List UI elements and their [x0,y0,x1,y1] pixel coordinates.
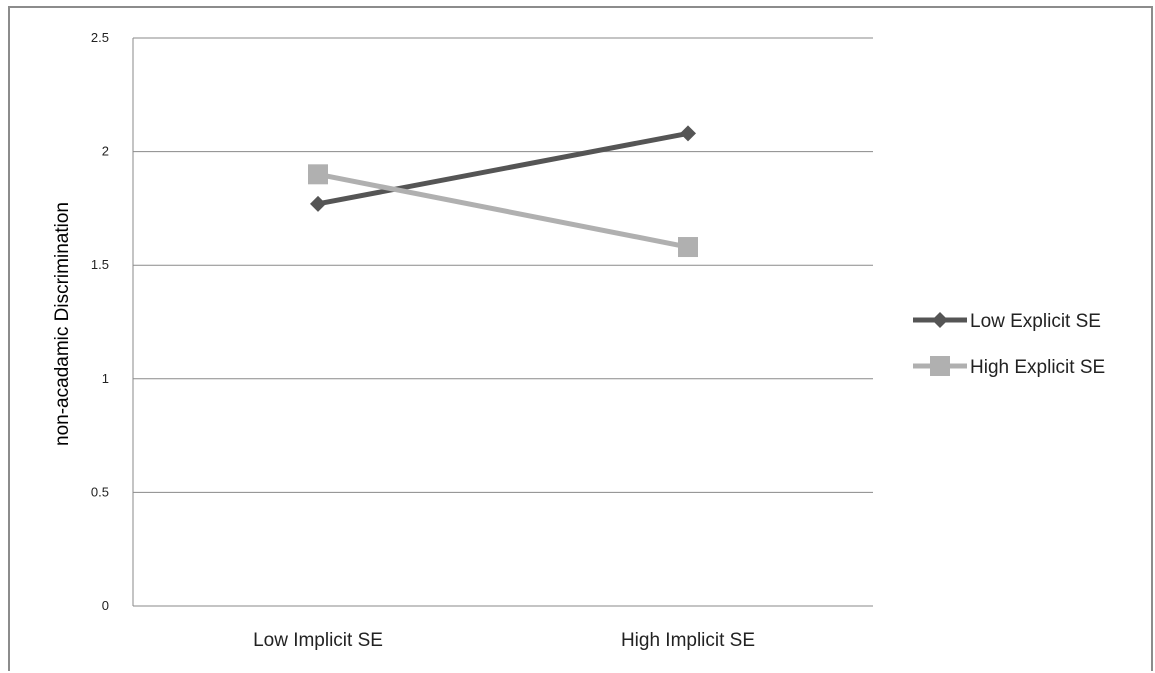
data-point-diamond [310,195,326,212]
y-axis-title: non-acadamic Discrimination [52,202,73,446]
series-lines [308,125,698,258]
y-tick-label: 1.5 [91,257,109,272]
data-point-diamond [680,125,696,142]
data-point-square [308,164,328,185]
y-tick-label: 1 [102,371,109,386]
y-tick-label: 0.5 [91,484,109,499]
legend-entry-label: Low Explicit SE [970,311,1101,332]
x-category-label: Low Implicit SE [253,630,383,651]
x-category-labels: Low Implicit SE High Implicit SE [253,630,755,651]
series-line-0 [315,130,691,207]
y-tick-label: 2 [102,144,109,159]
y-tick-labels: 0 0.5 1 1.5 2 2.5 [91,30,109,613]
y-tick-label: 2.5 [91,30,109,45]
legend: Low Explicit SE High Explicit SE [913,311,1105,378]
legend-marker [930,356,950,376]
axes [132,38,873,607]
legend-entry-label: High Explicit SE [970,357,1105,378]
x-category-label: High Implicit SE [621,630,755,651]
chart-frame [8,6,1153,671]
legend-marker [932,312,948,328]
data-point-square [678,237,698,258]
gridlines [133,37,873,493]
y-tick-label: 0 [102,598,109,613]
series-line-1 [315,171,691,250]
